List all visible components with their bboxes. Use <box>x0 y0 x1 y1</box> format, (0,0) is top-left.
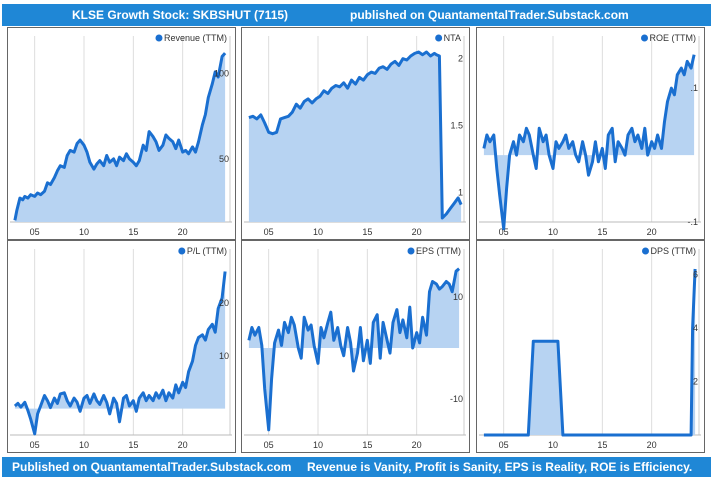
legend-label: ROE (TTM) <box>650 33 697 43</box>
series-line <box>247 267 461 432</box>
y-tick-label: 6 <box>693 269 698 279</box>
chart-pl: 05 10 15 20 10 20 P/L (TTM) <box>7 240 236 453</box>
legend-marker <box>642 247 649 255</box>
y-tick-label: 20 <box>219 298 229 308</box>
x-tick-label: 15 <box>597 227 607 237</box>
legend-marker <box>435 34 443 42</box>
x-tick-label: 10 <box>313 227 323 237</box>
chart-revenue: 05 10 15 20 50 100 Revenue (TTM) <box>7 27 236 240</box>
chart-revenue-svg: 05 10 15 20 50 100 Revenue (TTM) <box>10 33 232 237</box>
legend-label: Revenue (TTM) <box>164 33 227 43</box>
x-tick-label: 15 <box>128 440 138 450</box>
y-tick-label: 100 <box>214 69 229 79</box>
x-tick-label: 10 <box>548 440 558 450</box>
series-area <box>248 52 462 222</box>
footer-tagline: Revenue is Vanity, Profit is Sanity, EPS… <box>307 460 693 474</box>
chart-nta-svg: 05 10 15 20 1 1.5 2 NTA <box>244 33 466 237</box>
x-tick-label: 05 <box>30 440 40 450</box>
chart-dps: 05 10 15 20 2 4 6 DPS (TTM) <box>476 240 705 453</box>
x-tick-label: 20 <box>412 227 422 237</box>
legend-marker <box>407 247 415 255</box>
legend-label: EPS (TTM) <box>416 246 461 256</box>
x-tick-label: 10 <box>79 227 89 237</box>
chart-eps: 05 10 15 20 -10 10 EPS (TTM) <box>241 240 470 453</box>
x-tick-label: 20 <box>178 440 188 450</box>
series-line <box>482 54 696 231</box>
chart-dps-svg: 05 10 15 20 2 4 6 DPS (TTM) <box>479 246 701 450</box>
chart-pl-svg: 05 10 15 20 10 20 P/L (TTM) <box>10 246 232 450</box>
header-title: KLSE Growth Stock: SKBSHUT (7115) <box>72 8 289 22</box>
x-tick-label: 05 <box>30 227 40 237</box>
x-tick-label: 05 <box>264 227 274 237</box>
footer-banner: Published on QuantamentalTrader.Substack… <box>2 457 711 477</box>
y-tick-label: 10 <box>219 351 229 361</box>
x-tick-label: 15 <box>128 227 138 237</box>
footer-published: Published on QuantamentalTrader.Substack… <box>12 460 292 474</box>
chart-roe: 05 10 15 20 -.1 .1 ROE (TTM) <box>476 27 705 240</box>
x-tick-label: 20 <box>412 440 422 450</box>
legend-marker <box>178 247 186 255</box>
x-tick-label: 05 <box>499 227 509 237</box>
header-published: published on QuantamentalTrader.Substack… <box>350 8 629 22</box>
series-area <box>14 53 226 222</box>
y-tick-label: 1.5 <box>450 121 463 131</box>
x-tick-label: 20 <box>178 227 188 237</box>
series-line <box>248 50 463 220</box>
series-area <box>483 269 696 435</box>
x-tick-label: 15 <box>597 440 607 450</box>
y-tick-label: -.1 <box>687 217 698 227</box>
header-banner: KLSE Growth Stock: SKBSHUT (7115) publis… <box>2 4 711 26</box>
y-tick-label: 2 <box>693 376 698 386</box>
series-line <box>13 52 227 221</box>
legend-marker <box>641 34 648 42</box>
series-line <box>13 271 227 436</box>
y-tick-label: -10 <box>450 394 463 404</box>
series-area <box>248 268 460 430</box>
x-tick-label: 15 <box>362 440 372 450</box>
x-tick-label: 05 <box>499 440 509 450</box>
x-tick-label: 15 <box>362 227 372 237</box>
legend-label: DPS (TTM) <box>651 246 697 256</box>
chart-nta: 05 10 15 20 1 1.5 2 NTA <box>241 27 470 240</box>
x-tick-label: 05 <box>264 440 274 450</box>
x-tick-label: 20 <box>647 227 657 237</box>
y-tick-label: 10 <box>453 292 463 302</box>
legend-marker <box>155 34 163 42</box>
y-tick-label: 50 <box>219 154 229 164</box>
legend-label: P/L (TTM) <box>187 246 227 256</box>
x-tick-label: 10 <box>313 440 323 450</box>
series-line <box>483 268 697 437</box>
chart-roe-svg: 05 10 15 20 -.1 .1 ROE (TTM) <box>479 33 701 237</box>
y-tick-label: 4 <box>693 323 698 333</box>
y-tick-label: .1 <box>690 83 698 93</box>
y-tick-label: 2 <box>458 54 463 64</box>
legend-label: NTA <box>444 33 461 43</box>
y-tick-label: 1 <box>458 188 463 198</box>
x-tick-label: 10 <box>548 227 558 237</box>
x-tick-label: 20 <box>647 440 657 450</box>
x-tick-label: 10 <box>79 440 89 450</box>
chart-eps-svg: 05 10 15 20 -10 10 EPS (TTM) <box>244 246 466 450</box>
